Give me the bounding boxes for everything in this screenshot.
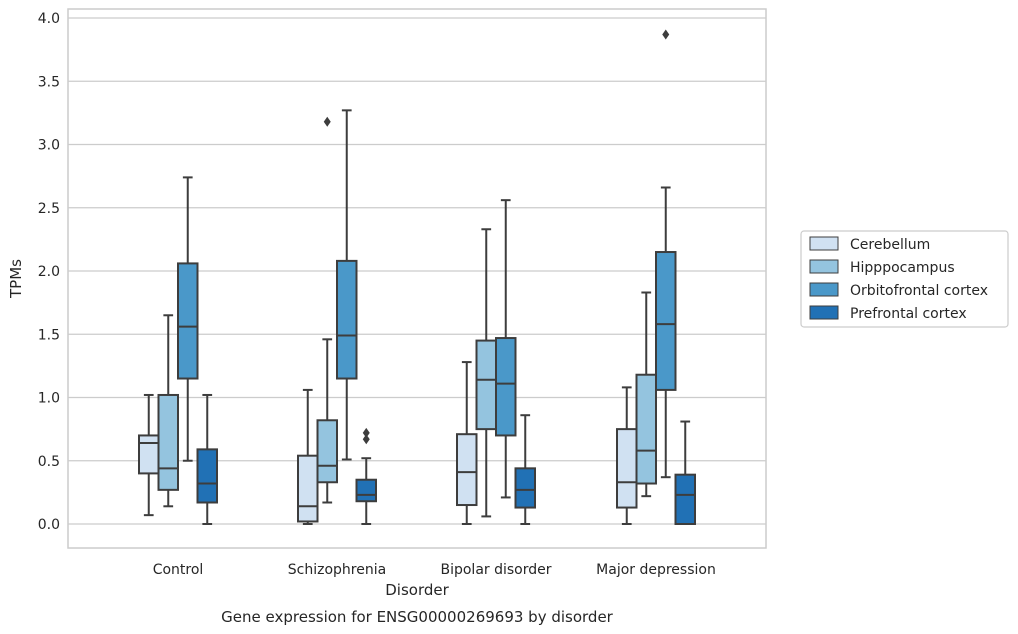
box-iqr	[635, 373, 657, 485]
legend-swatch	[809, 305, 839, 320]
outlier-point	[323, 116, 331, 127]
y-tick-label: 3.0	[38, 138, 60, 154]
box-iqr	[674, 473, 696, 526]
box-iqr	[616, 428, 638, 509]
x-tick-labels: Control Schizophrenia Bipolar disorder Majo…	[153, 562, 716, 578]
legend-label: Cerebellum	[850, 237, 930, 253]
y-tick-label: 1.0	[38, 391, 60, 407]
outlier-point	[362, 427, 370, 438]
box-iqr	[297, 454, 319, 523]
box-cerebellum	[616, 386, 638, 525]
box-iqr	[177, 262, 199, 380]
box-prefrontal-cortex	[674, 420, 696, 526]
x-tick-label: Bipolar disorder	[440, 562, 551, 578]
y-tick-label: 2.0	[38, 264, 60, 280]
box-iqr	[138, 434, 160, 475]
box-hipppocampus	[475, 228, 497, 518]
box-prefrontal-cortex	[355, 427, 377, 525]
box-prefrontal-cortex	[514, 414, 536, 525]
box-cerebellum	[456, 361, 478, 525]
box-iqr	[655, 251, 677, 391]
y-tick-labels: 0.0 0.5 1.0 1.5 2.0 2.5 3.0 3.5 4.0	[38, 11, 60, 533]
chart-caption: Gene expression for ENSG00000269693 by d…	[221, 608, 614, 626]
box-iqr	[514, 467, 536, 509]
legend-frame	[800, 230, 1009, 328]
box-iqr	[157, 393, 179, 491]
box-iqr	[336, 259, 358, 380]
legend-label: Prefrontal cortex	[850, 306, 967, 322]
legend-label: Hipppocampus	[850, 260, 955, 276]
legend: Cerebellum Hipppocampus Orbitofrontal cort…	[800, 230, 1009, 328]
box-iqr	[196, 448, 218, 504]
y-tick-label: 0.0	[38, 517, 60, 533]
box-hipppocampus	[635, 291, 657, 498]
box-cerebellum	[297, 388, 319, 525]
box-hipppocampus	[157, 314, 179, 508]
outlier-point	[362, 434, 370, 445]
box-orbitofrontal-cortex	[177, 176, 199, 462]
y-tick-label: 0.5	[38, 454, 60, 470]
box-iqr	[355, 478, 377, 503]
box-hipppocampus	[316, 116, 338, 504]
box-layer	[138, 29, 696, 526]
box-orbitofrontal-cortex	[336, 109, 358, 461]
box-orbitofrontal-cortex	[495, 199, 517, 499]
box-cerebellum	[138, 393, 160, 517]
box-iqr	[316, 419, 338, 484]
y-tick-label: 1.5	[38, 327, 60, 343]
box-iqr	[495, 337, 517, 437]
x-axis-title: Disorder	[385, 581, 449, 599]
plot-area-frame	[67, 8, 767, 549]
x-tick-label: Major depression	[596, 562, 716, 578]
legend-label: Orbitofrontal cortex	[850, 283, 988, 299]
x-tick-label: Control	[153, 562, 204, 578]
box-orbitofrontal-cortex	[655, 29, 677, 479]
outlier-point	[662, 29, 670, 40]
y-axis-title: TPMs	[7, 259, 25, 299]
x-tick-label: Schizophrenia	[288, 562, 386, 578]
legend-swatch	[809, 259, 839, 274]
y-tick-label: 3.5	[38, 74, 60, 90]
legend-swatch	[809, 236, 839, 251]
box-iqr	[475, 339, 497, 431]
y-tick-label: 4.0	[38, 11, 60, 27]
y-tick-label: 2.5	[38, 201, 60, 217]
legend-swatch	[809, 282, 839, 297]
box-prefrontal-cortex	[196, 393, 218, 525]
box-iqr	[456, 433, 478, 507]
